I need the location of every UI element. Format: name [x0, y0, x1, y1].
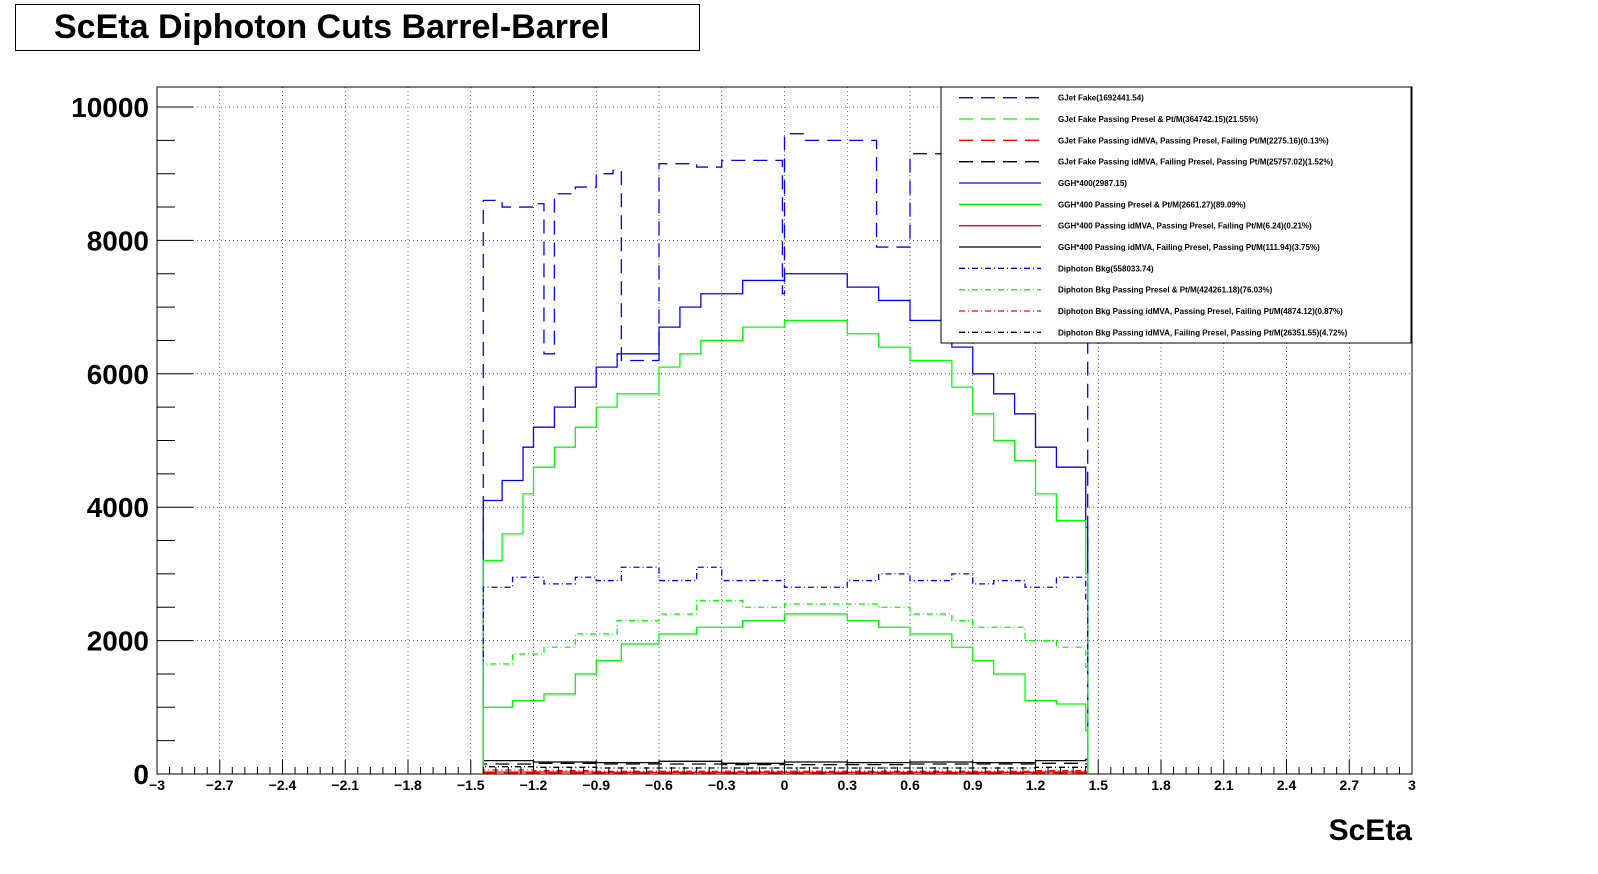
x-tick-label-1: −2.7	[206, 777, 234, 793]
series-curve-7	[482, 758, 1089, 774]
x-tick-label-17: 2.1	[1214, 777, 1234, 793]
series-curve-12	[482, 613, 1089, 774]
x-tick-label-11: 0.3	[838, 777, 858, 793]
legend-box	[940, 86, 1412, 344]
x-tick-label-2: −2.4	[269, 777, 297, 793]
y-tick-label-3: 6000	[87, 359, 149, 390]
series-curve-8	[482, 566, 1089, 774]
legend-entry-8: Diphoton Bkg(558033.74)	[1058, 264, 1154, 273]
axis-layer: −3 −2.7 −2.4 −2.1 −1.8 −1.5 −1.2 −0.9 −0.6 −0.3 0 0…	[71, 92, 1416, 793]
chart-title: ScEta Diphoton Cuts Barrel-Barrel	[15, 4, 700, 51]
x-tick-label-18: 2.4	[1277, 777, 1297, 793]
x-tick-label-9: −0.3	[708, 777, 736, 793]
y-tick-label-2: 4000	[87, 492, 149, 523]
x-tick-label-5: −1.5	[457, 777, 485, 793]
legend-entry-10: Diphoton Bkg Passing idMVA, Passing Pres…	[1058, 307, 1343, 316]
x-tick-label-16: 1.8	[1151, 777, 1171, 793]
x-tick-label-13: 0.9	[963, 777, 983, 793]
x-tick-label-20: 3	[1408, 777, 1416, 793]
legend-entry-6: GGH*400 Passing idMVA, Passing Presel, F…	[1058, 222, 1312, 231]
legend-entry-7: GGH*400 Passing idMVA, Failing Presel, P…	[1058, 243, 1320, 252]
y-tick-label-1: 2000	[87, 626, 149, 657]
series-curve-4	[482, 273, 1089, 774]
legend-entry-4: GGH*400(2987.15)	[1058, 179, 1127, 188]
x-axis-label: ScEta	[1329, 814, 1413, 847]
legend-entry-2: GJet Fake Passing idMVA, Passing Presel,…	[1058, 136, 1329, 145]
legend-entry-11: Diphoton Bkg Passing idMVA, Failing Pres…	[1058, 328, 1348, 337]
series-curve-5	[482, 319, 1089, 774]
y-tick-label-0: 0	[133, 759, 149, 790]
x-tick-label-6: −1.2	[520, 777, 548, 793]
x-tick-label-3: −2.1	[331, 777, 359, 793]
x-tick-label-19: 2.7	[1340, 777, 1360, 793]
legend-entry-1: GJet Fake Passing Presel & Pt/M(364742.1…	[1058, 115, 1258, 124]
x-tick-label-7: −0.9	[582, 777, 610, 793]
x-tick-label-8: −0.6	[645, 777, 673, 793]
x-tick-label-15: 1.5	[1089, 777, 1109, 793]
legend-entry-9: Diphoton Bkg Passing Presel & Pt/M(42426…	[1058, 286, 1273, 295]
series-curve-9	[482, 599, 1089, 774]
y-tick-label-5: 10000	[71, 92, 149, 123]
legend-entry-5: GGH*400 Passing Presel & Pt/M(2661.27)(8…	[1058, 200, 1246, 209]
y-tick-label-4: 8000	[87, 225, 149, 256]
x-tick-label-0: −3	[149, 777, 165, 793]
x-tick-label-10: 0	[781, 777, 789, 793]
legend-entry-0: GJet Fake(1692441.54)	[1058, 94, 1144, 103]
series-curve-3	[482, 762, 1089, 774]
legend: GJet Fake(1692441.54) GJet Fake Passing P…	[940, 86, 1412, 344]
x-tick-label-12: 0.6	[900, 777, 920, 793]
legend-entry-3: GJet Fake Passing idMVA, Failing Presel,…	[1058, 158, 1333, 167]
x-tick-label-14: 1.2	[1026, 777, 1046, 793]
x-tick-label-4: −1.8	[394, 777, 422, 793]
